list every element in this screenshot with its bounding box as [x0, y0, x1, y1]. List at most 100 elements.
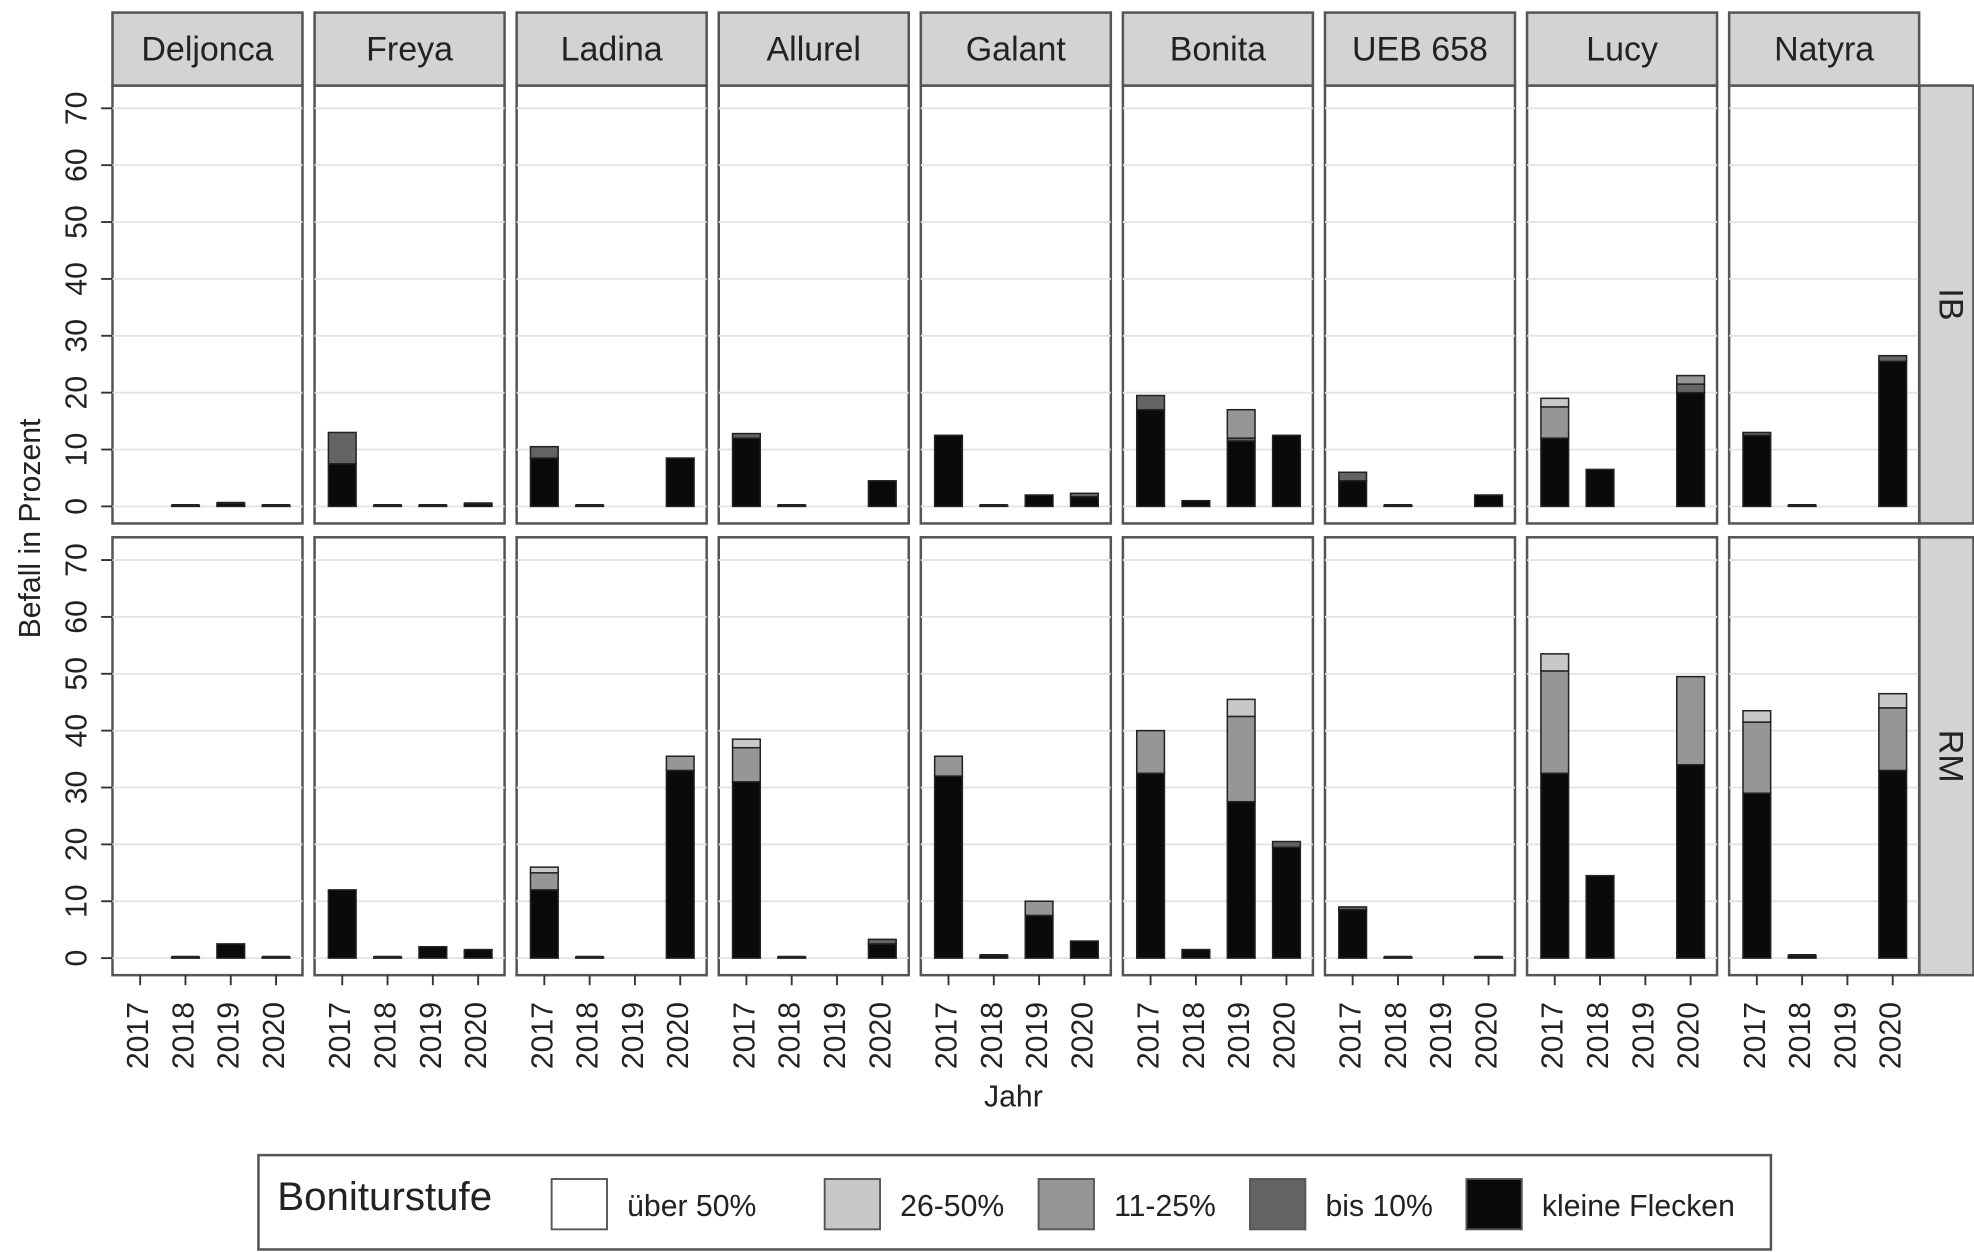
column-strip-label: Lucy — [1586, 31, 1658, 69]
bar-segment — [1069, 495, 1099, 508]
bar-segment — [1181, 499, 1211, 508]
x-tick-label: 2020 — [1673, 1002, 1706, 1069]
bar-segment — [1338, 906, 1368, 911]
x-tick-label: 2020 — [1875, 1002, 1908, 1069]
legend-label: 26-50% — [900, 1190, 1004, 1223]
x-tick-label: 2019 — [415, 1002, 448, 1069]
x-tick-label: 2018 — [976, 1002, 1009, 1069]
bar-segment — [1540, 653, 1570, 672]
bar-segment — [1540, 406, 1570, 439]
column-strip — [111, 11, 304, 87]
x-tick-label: 2017 — [526, 1002, 559, 1069]
bar-segment — [1878, 769, 1908, 959]
bar-segment — [1181, 948, 1211, 959]
panel — [111, 84, 304, 525]
x-tick-label: 2017 — [1335, 1002, 1368, 1069]
bar-segment — [529, 889, 559, 959]
bar-segment — [867, 480, 897, 508]
y-tick-label: 70 — [60, 543, 93, 577]
x-tick-label: 2019 — [1627, 1002, 1660, 1069]
bar-segment — [1024, 494, 1054, 508]
row-strip-label: RM — [1931, 730, 1969, 783]
bar-segment — [665, 769, 695, 959]
x-tick-label: 2017 — [122, 1002, 155, 1069]
x-tick-label: 2018 — [1380, 1002, 1413, 1069]
panel — [111, 536, 304, 977]
x-tick-label: 2019 — [1223, 1002, 1256, 1069]
bar-segment — [731, 781, 762, 959]
legend-key — [1037, 1178, 1095, 1231]
x-tick-label: 2017 — [728, 1002, 761, 1069]
x-tick-label: 2018 — [370, 1002, 403, 1069]
panel — [515, 84, 708, 525]
bar-segment — [665, 457, 695, 508]
bar-segment — [1676, 764, 1706, 959]
bar-segment — [1338, 909, 1368, 959]
legend-label: 11-25% — [1114, 1190, 1216, 1223]
bar-segment — [1540, 397, 1570, 408]
bar-segment — [1742, 434, 1772, 508]
legend-label: über 50% — [627, 1190, 756, 1223]
bar-segment — [1878, 707, 1908, 772]
row-strip — [1918, 536, 1974, 977]
bar-segment — [933, 434, 964, 508]
bar-segment — [731, 738, 762, 749]
bar-segment — [1226, 408, 1256, 439]
bar-segment — [418, 945, 448, 959]
x-tick-label: 2019 — [819, 1002, 852, 1069]
bar-segment — [1585, 468, 1615, 508]
bar-segment — [1338, 471, 1368, 482]
bar-segment — [1271, 434, 1302, 508]
bar-segment — [1540, 437, 1570, 508]
column-strip — [919, 11, 1113, 87]
column-strip-label: Bonita — [1170, 31, 1266, 69]
x-tick-label: 2020 — [1268, 1002, 1301, 1069]
bar-segment — [731, 746, 762, 783]
bar-segment — [1473, 494, 1504, 508]
x-tick-label: 2018 — [1582, 1002, 1615, 1069]
column-strip — [717, 11, 910, 87]
x-tick-label: 2019 — [1829, 1002, 1862, 1069]
column-strip-label: Galant — [966, 31, 1067, 69]
x-tick-label: 2020 — [1471, 1002, 1504, 1069]
x-tick-label: 2020 — [662, 1002, 695, 1069]
y-axis-label: Befall in Prozent — [14, 418, 47, 638]
bar-segment — [1226, 800, 1256, 959]
column-strip-label: Freya — [366, 31, 453, 69]
y-tick-label: 60 — [60, 148, 93, 182]
bar-segment — [1676, 374, 1706, 385]
y-tick-label: 50 — [60, 205, 93, 239]
y-tick-label: 60 — [60, 600, 93, 634]
bar-segment — [1878, 354, 1908, 363]
bar-segment — [1024, 900, 1054, 917]
x-tick-label: 2017 — [1537, 1002, 1570, 1069]
legend-key — [550, 1178, 608, 1231]
x-tick-label: 2020 — [864, 1002, 897, 1069]
bar-segment — [1069, 940, 1099, 959]
bar-segment — [1271, 840, 1302, 848]
y-tick-label: 10 — [60, 433, 93, 467]
bar-segment — [327, 889, 357, 959]
x-tick-label: 2018 — [1784, 1002, 1817, 1069]
x-tick-label: 2018 — [167, 1002, 200, 1069]
bar-segment — [1878, 692, 1908, 709]
bar-segment — [731, 432, 762, 439]
y-tick-label: 40 — [60, 262, 93, 296]
bar-segment — [1226, 698, 1256, 718]
y-tick-label: 30 — [60, 771, 93, 805]
bar-segment — [1135, 408, 1166, 508]
bar-segment — [1878, 360, 1908, 508]
legend-label: bis 10% — [1325, 1190, 1432, 1223]
y-tick-label: 70 — [60, 92, 93, 126]
x-tick-label: 2017 — [1739, 1002, 1772, 1069]
bar-segment — [1742, 431, 1772, 437]
legend-key — [1465, 1178, 1523, 1231]
legend-label: kleine Flecken — [1542, 1190, 1735, 1223]
bar-segment — [1024, 914, 1054, 959]
x-tick-label: 2019 — [1425, 1002, 1458, 1069]
bar-segment — [1135, 394, 1166, 411]
bar-segment — [1585, 874, 1615, 959]
column-strip — [515, 11, 708, 87]
x-tick-label: 2019 — [213, 1002, 246, 1069]
